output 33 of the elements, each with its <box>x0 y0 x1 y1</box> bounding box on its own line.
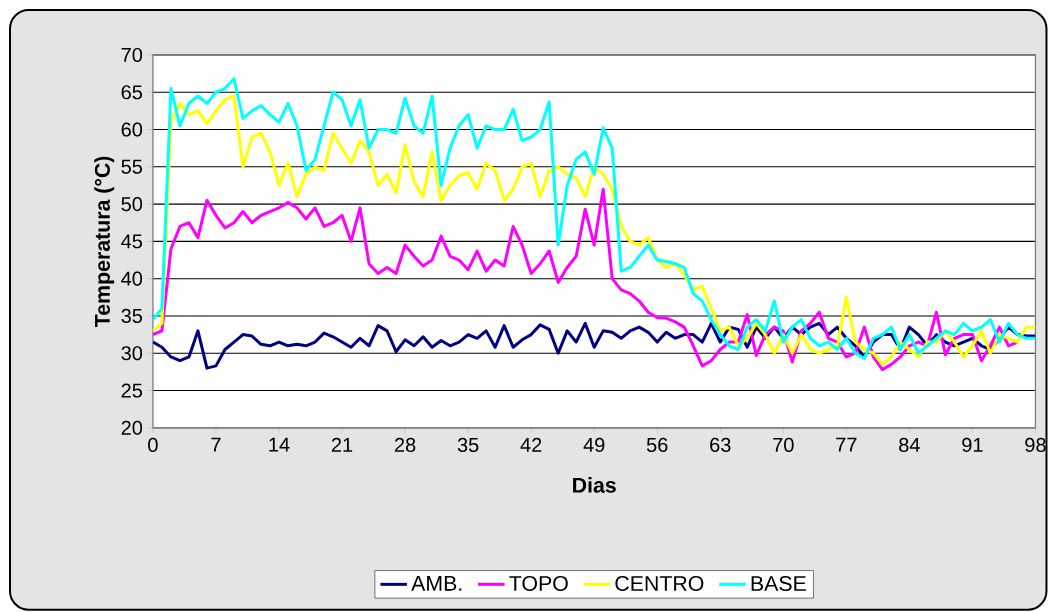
x-tick-label: 63 <box>710 437 731 453</box>
y-tick-label: 35 <box>121 309 143 324</box>
y-tick-label: 45 <box>121 234 143 249</box>
y-tick-label: 70 <box>121 48 143 63</box>
x-tick-label: 84 <box>899 437 920 453</box>
y-tick-label: 50 <box>121 197 143 212</box>
x-tick-label: 35 <box>457 437 479 453</box>
x-tick-label: 28 <box>394 437 416 453</box>
x-tick-label: 77 <box>836 437 857 452</box>
y-tick-label: 60 <box>121 122 143 137</box>
x-axis-title: Dias <box>573 477 616 493</box>
legend-label: BASE <box>751 576 806 592</box>
x-tick-label: 14 <box>269 437 290 452</box>
y-tick-label: 55 <box>121 160 143 174</box>
y-axis-title: Temperatura (°C) <box>94 156 115 328</box>
x-tick-label: 42 <box>520 437 542 452</box>
y-tick-label: 30 <box>121 346 143 361</box>
x-tick-label: 70 <box>773 437 794 453</box>
y-tick-label: 25 <box>121 383 143 398</box>
x-tick-label: 56 <box>646 437 668 453</box>
x-tick-label: 49 <box>583 437 605 453</box>
legend-label: TOPO <box>509 576 568 592</box>
line-series <box>152 187 1019 372</box>
y-tick-label: 20 <box>121 420 143 436</box>
y-tick-label: 40 <box>121 271 143 286</box>
legend-label: AMB. <box>411 576 462 591</box>
x-tick-label: 91 <box>962 437 983 453</box>
x-tick-label: 98 <box>1025 437 1046 453</box>
x-tick-label: 7 <box>211 437 221 452</box>
x-tick-label: 0 <box>148 437 158 453</box>
x-tick-label: 21 <box>331 437 353 452</box>
legend-label: CENTRO <box>615 576 704 592</box>
y-tick-label: 65 <box>121 85 143 100</box>
